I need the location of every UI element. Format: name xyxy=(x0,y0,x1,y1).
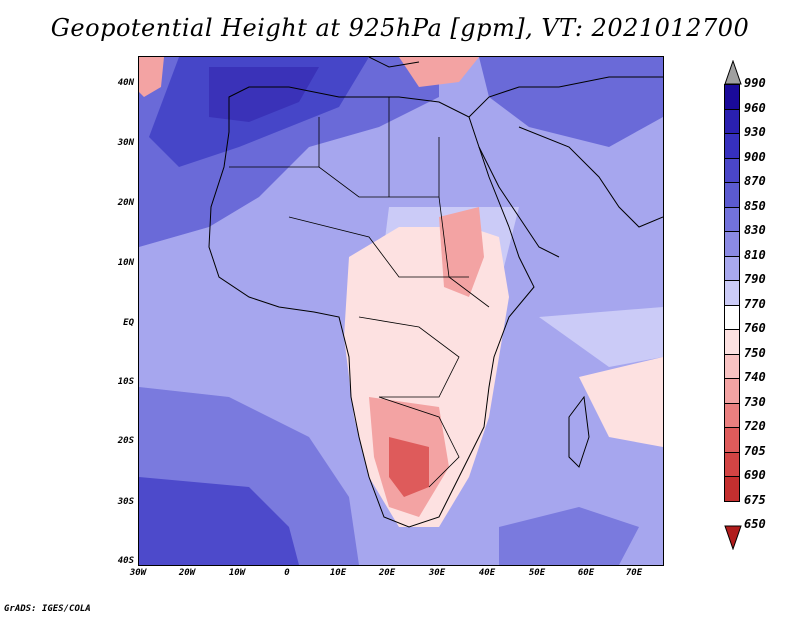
lat-label: 40S xyxy=(117,556,134,566)
colorbar-label: 740 xyxy=(744,370,766,384)
geopotential-height-field xyxy=(139,57,663,565)
band-core-high xyxy=(209,67,319,122)
band-southeast xyxy=(499,507,639,565)
border-south xyxy=(378,396,460,488)
country-borders xyxy=(229,97,490,488)
lon-label: 30E xyxy=(428,568,446,578)
lon-label: 50E xyxy=(528,568,546,578)
map-title: Geopotential Height at 925hPa [gpm], VT:… xyxy=(50,14,750,42)
border-sahara xyxy=(229,137,440,198)
lat-label: 20S xyxy=(117,436,134,446)
band-northeast xyxy=(479,57,663,147)
colorbar-bottom-arrow xyxy=(724,525,742,550)
border-sahel xyxy=(288,216,469,278)
africa-coast xyxy=(208,86,535,528)
lon-label: 30W xyxy=(129,568,147,578)
footer-credit: GrADS: IGES/COLA xyxy=(4,604,91,614)
colorbar-cell xyxy=(724,280,740,306)
colorbar-cell xyxy=(724,255,740,281)
colorbar-top-arrow xyxy=(724,60,742,85)
lon-label: 70E xyxy=(625,568,643,578)
colorbar-label: 830 xyxy=(744,223,766,237)
colorbar-cell xyxy=(724,427,740,453)
border-central xyxy=(358,316,460,398)
colorbar-cell xyxy=(724,329,740,355)
colorbar-label: 760 xyxy=(744,321,766,335)
colorbar-label: 650 xyxy=(744,517,766,531)
mediterranean-low xyxy=(399,57,479,87)
colorbar-cell xyxy=(724,206,740,232)
lat-label: 10S xyxy=(117,377,134,387)
colorbar-cell xyxy=(724,304,740,330)
colorbar-cell xyxy=(724,108,740,134)
colorbar-label: 930 xyxy=(744,125,766,139)
colorbar-cell xyxy=(724,182,740,208)
lat-label: 20N xyxy=(117,198,134,208)
kalahari-low-core xyxy=(389,437,429,497)
colorbar-cell xyxy=(724,84,740,110)
colorbar-cell xyxy=(724,133,740,159)
arabia-coast xyxy=(518,126,663,228)
colorbar-label: 960 xyxy=(744,100,766,115)
colorbar-cell xyxy=(724,378,740,404)
east-africa-low xyxy=(439,207,484,297)
colorbar-label: 790 xyxy=(744,272,766,286)
colorbar-label: 730 xyxy=(744,394,766,409)
lat-label: 10N xyxy=(117,258,134,268)
colorbar-label: 690 xyxy=(744,468,766,482)
border-sudan xyxy=(438,196,490,308)
colorbar-label: 810 xyxy=(744,247,766,262)
lon-label: 40E xyxy=(478,568,496,578)
northwest-corner-low xyxy=(139,57,164,97)
lon-label: 10W xyxy=(228,568,246,578)
lon-label: 20E xyxy=(378,568,396,578)
colorbar-label: 750 xyxy=(744,345,766,360)
colorbar-label: 770 xyxy=(744,296,766,311)
colorbar-cell xyxy=(724,451,740,477)
lat-label: 40N xyxy=(117,78,134,88)
coastlines xyxy=(208,57,663,528)
colorbar-label: 870 xyxy=(744,174,766,188)
asia-coast xyxy=(468,76,663,118)
colorbar-label: 675 xyxy=(744,492,766,507)
colorbar-label: 720 xyxy=(744,419,766,433)
europe-coast xyxy=(368,57,420,68)
colorbar-label: 850 xyxy=(744,198,766,213)
band-indian-ocean xyxy=(539,307,663,367)
band-indian-ocean-low xyxy=(579,357,663,447)
colorbar-label: 900 xyxy=(744,149,766,164)
colorbar-label: 705 xyxy=(744,443,766,458)
colorbar-cell xyxy=(724,157,740,183)
band-southwest-core xyxy=(139,477,299,565)
colorbar-cell xyxy=(724,231,740,257)
lon-label: 60E xyxy=(577,568,595,578)
map-panel xyxy=(138,56,664,566)
lat-label: EQ xyxy=(123,318,134,328)
lon-label: 20W xyxy=(178,568,196,578)
colorbar-arrows xyxy=(724,60,742,550)
colorbar-cell xyxy=(724,476,740,502)
lat-label: 30S xyxy=(117,497,134,507)
lat-label: 30N xyxy=(117,138,134,148)
lon-label: 0 xyxy=(284,568,290,578)
colorbar-label: 990 xyxy=(744,76,766,90)
colorbar-cell xyxy=(724,353,740,379)
lon-label: 10E xyxy=(329,568,347,578)
madagascar xyxy=(568,395,590,468)
red-sea-coast xyxy=(478,146,560,258)
colorbar-cell xyxy=(724,402,740,428)
